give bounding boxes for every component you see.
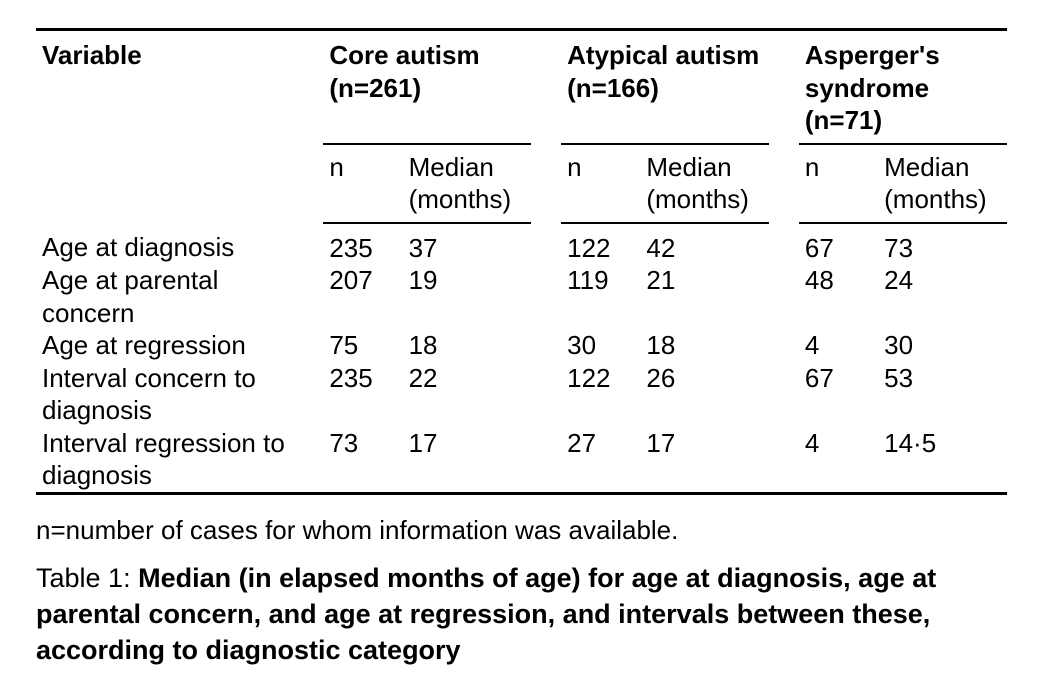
table-footnote: n=number of cases for whom information w… — [36, 513, 1007, 548]
cell-n: 119 — [561, 264, 640, 329]
cell-median: 21 — [640, 264, 769, 329]
table-row: Age at parental concern 207 19 119 21 48… — [36, 264, 1007, 329]
caption-lead: Table 1: — [36, 563, 138, 593]
cell-median: 18 — [403, 329, 532, 362]
table-container: Variable Core autism (n=261) Atypical au… — [36, 28, 1007, 669]
cell-gap — [769, 362, 799, 427]
subhead-median: Median (months) — [878, 144, 1007, 223]
table-row: Age at diagnosis 235 37 122 42 67 73 — [36, 223, 1007, 265]
cell-gap — [531, 329, 561, 362]
subhead-n: n — [561, 144, 640, 223]
cell-gap — [531, 427, 561, 494]
cell-median: 26 — [640, 362, 769, 427]
table-caption: Table 1: Median (in elapsed months of ag… — [36, 560, 1007, 669]
row-label: Age at diagnosis — [36, 223, 323, 265]
cell-median: 24 — [878, 264, 1007, 329]
cell-n: 30 — [561, 329, 640, 362]
cell-n: 235 — [323, 362, 402, 427]
cell-median: 17 — [640, 427, 769, 494]
cell-n: 75 — [323, 329, 402, 362]
cell-n: 122 — [561, 362, 640, 427]
col-group-atypical-autism: Atypical autism (n=166) — [561, 30, 769, 144]
cell-n: 235 — [323, 223, 402, 265]
subhead-n: n — [799, 144, 878, 223]
cell-gap — [531, 362, 561, 427]
row-label: Interval concern to diagnosis — [36, 362, 323, 427]
row-label: Age at regression — [36, 329, 323, 362]
cell-n: 207 — [323, 264, 402, 329]
cell-median: 14·5 — [878, 427, 1007, 494]
cell-n: 4 — [799, 427, 878, 494]
cell-gap — [531, 264, 561, 329]
cell-median: 17 — [403, 427, 532, 494]
table-row: Age at regression 75 18 30 18 4 30 — [36, 329, 1007, 362]
cell-median: 30 — [878, 329, 1007, 362]
data-table: Variable Core autism (n=261) Atypical au… — [36, 28, 1007, 505]
table-row: Interval concern to diagnosis 235 22 122… — [36, 362, 1007, 427]
table-row: Interval regression to diagnosis 73 17 2… — [36, 427, 1007, 494]
caption-title: Median (in elapsed months of age) for ag… — [36, 563, 936, 666]
row-label: Interval regression to diagnosis — [36, 427, 323, 494]
cell-gap — [769, 329, 799, 362]
cell-median: 37 — [403, 223, 532, 265]
cell-n: 27 — [561, 427, 640, 494]
col-gap — [531, 30, 561, 144]
subhead-median: Median (months) — [403, 144, 532, 223]
col-group-core-autism: Core autism (n=261) — [323, 30, 531, 144]
cell-median: 42 — [640, 223, 769, 265]
cell-median: 19 — [403, 264, 532, 329]
subhead-n: n — [323, 144, 402, 223]
cell-gap — [769, 223, 799, 265]
row-label: Age at parental concern — [36, 264, 323, 329]
cell-gap — [769, 427, 799, 494]
col-gap — [769, 30, 799, 144]
cell-gap — [531, 223, 561, 265]
cell-median: 53 — [878, 362, 1007, 427]
col-gap — [531, 144, 561, 223]
cell-gap — [769, 264, 799, 329]
table-bottom-rule — [36, 493, 1007, 505]
cell-n: 4 — [799, 329, 878, 362]
cell-n: 67 — [799, 362, 878, 427]
cell-median: 18 — [640, 329, 769, 362]
cell-median: 73 — [878, 223, 1007, 265]
col-group-aspergers: Asperger's syndrome (n=71) — [799, 30, 1007, 144]
subhead-median: Median (months) — [640, 144, 769, 223]
cell-median: 22 — [403, 362, 532, 427]
col-header-variable: Variable — [36, 30, 323, 223]
col-gap — [769, 144, 799, 223]
cell-n: 67 — [799, 223, 878, 265]
cell-n: 122 — [561, 223, 640, 265]
cell-n: 73 — [323, 427, 402, 494]
cell-n: 48 — [799, 264, 878, 329]
